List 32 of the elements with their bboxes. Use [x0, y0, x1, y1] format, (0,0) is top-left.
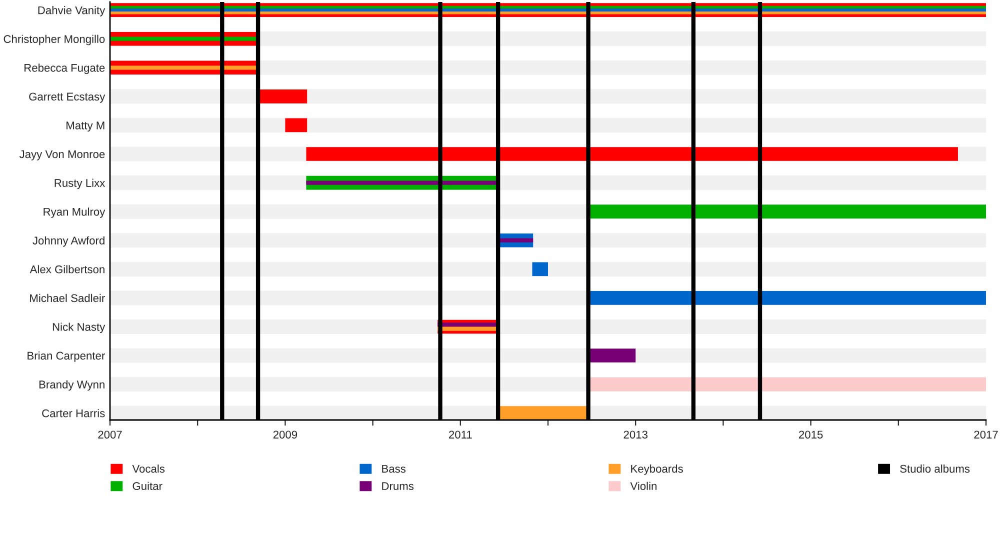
- legend-label: Guitar: [132, 482, 162, 490]
- y-tick-label: Matty M: [66, 122, 104, 132]
- bar: [285, 118, 308, 132]
- y-tick-label: Johnny Awford: [32, 236, 104, 247]
- y-tick-label: Christopher Mongillo: [4, 34, 105, 46]
- y-tick-label: Garrett Ecstasy: [29, 92, 106, 103]
- y-tick-label: Brian Carpenter: [28, 351, 105, 362]
- bar: [532, 262, 548, 276]
- y-tick-label: Ryan Mulroy: [44, 208, 106, 218]
- x-tick-label: 2015: [799, 430, 823, 439]
- legend-label: Keyboards: [631, 464, 683, 475]
- x-tick-label: 2007: [98, 430, 122, 439]
- legend-label: Drums: [382, 482, 414, 490]
- legend-label: Violin: [630, 482, 656, 490]
- bar: [258, 90, 308, 104]
- y-tick-label: Alex Gilbertson: [30, 265, 104, 274]
- y-tick-label: Michael Sadleir: [30, 294, 105, 302]
- x-tick-label: 2013: [624, 430, 648, 439]
- y-tick-label: Dahvie Vanity: [38, 6, 106, 16]
- x-tick-label: 2009: [273, 430, 298, 439]
- y-tick-label: Rebecca Fugate: [24, 64, 105, 74]
- y-tick-label: Nick Nasty: [52, 322, 106, 334]
- y-tick-label: Brandy Wynn: [39, 380, 104, 391]
- y-tick-label: Jayy Von Monroe: [19, 150, 105, 160]
- x-tick-label: 2011: [449, 430, 472, 439]
- legend-label: Studio albums: [900, 464, 970, 473]
- y-tick-label: Rusty Lixx: [54, 178, 106, 190]
- bar: [498, 238, 534, 242]
- x-tick-label: 2017: [974, 430, 998, 439]
- legend-label: Bass: [382, 464, 406, 473]
- legend-label: Vocals: [132, 464, 165, 473]
- y-tick-label: Carter Harris: [42, 409, 105, 418]
